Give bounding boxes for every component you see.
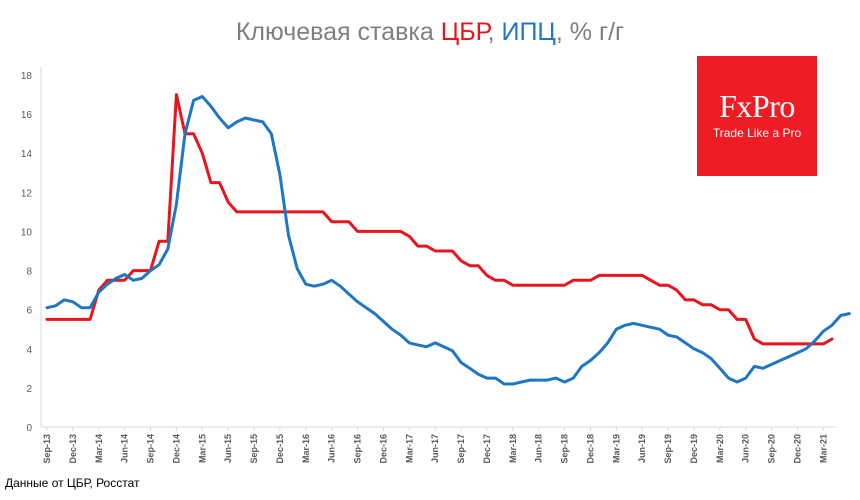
x-tick-label: Dec-16 [378, 434, 388, 464]
x-tick-label: Dec-14 [171, 434, 181, 464]
x-tick-label: Dec-17 [482, 434, 492, 464]
x-tick-label: Sep-19 [663, 434, 673, 464]
source-note: Данные от ЦБР, Росстат [5, 476, 140, 490]
x-tick-label: Mar-15 [197, 434, 207, 463]
x-tick-label: Sep-13 [42, 434, 52, 464]
y-tick-label: 16 [21, 110, 33, 121]
y-tick-label: 8 [26, 267, 32, 278]
y-tick-label: 12 [21, 188, 33, 199]
x-tick-label: Sep-20 [767, 434, 777, 464]
x-tick-label: Jun-17 [430, 434, 440, 463]
title-text-3: , [487, 18, 502, 46]
y-tick-label: 4 [26, 345, 32, 356]
x-tick-label: Jun-20 [741, 434, 751, 463]
y-tick-label: 2 [26, 384, 32, 395]
x-tick-label: Dec-18 [585, 434, 595, 464]
series-line-cpi [45, 95, 851, 386]
x-tick-label: Mar-16 [301, 434, 311, 463]
x-tick-label: Sep-16 [353, 434, 363, 464]
x-tick-label: Dec-19 [689, 434, 699, 464]
y-tick-label: 18 [21, 71, 33, 82]
x-tick-label: Jun-16 [327, 434, 337, 463]
x-tick-label: Mar-18 [508, 434, 518, 463]
y-tick-label: 6 [26, 306, 32, 317]
y-tick-label: 0 [26, 423, 32, 434]
x-tick-label: Mar-20 [715, 434, 725, 463]
fxpro-logo: FxPro Trade Like a Pro [697, 56, 817, 176]
x-tick-label: Jun-18 [534, 434, 544, 463]
logo-name: FxPro [719, 88, 795, 124]
title-text-1: Ключевая ставка [235, 18, 441, 46]
logo-tagline: Trade Like a Pro [712, 126, 802, 140]
title-text-cpi: ИПЦ [501, 18, 556, 46]
y-tick-label: 14 [21, 149, 33, 160]
x-tick-label: Dec-13 [68, 434, 78, 464]
chart-title: Ключевая ставка ЦБР, ИПЦ, % г/г [0, 18, 860, 47]
series-line-key-rate [45, 93, 834, 346]
x-tick-label: Dec-20 [792, 434, 802, 464]
x-tick-label: Jun-14 [120, 434, 130, 463]
x-tick-label: Mar-14 [94, 434, 104, 463]
x-tick-label: Mar-17 [404, 434, 414, 463]
x-tick-label: Sep-15 [249, 434, 259, 464]
x-tick-label: Sep-18 [560, 434, 570, 464]
x-tick-label: Dec-15 [275, 434, 285, 464]
title-text-cbr: ЦБР [440, 18, 488, 46]
x-tick-label: Mar-19 [611, 434, 621, 463]
title-text-5: , % г/г [555, 18, 625, 46]
x-tick-label: Jun-19 [637, 434, 647, 463]
x-tick-label: Mar-21 [818, 434, 828, 463]
x-tick-label: Sep-17 [456, 434, 466, 464]
x-tick-label: Sep-14 [146, 434, 156, 464]
x-tick-label: Jun-15 [223, 434, 233, 463]
y-tick-label: 10 [21, 227, 33, 238]
